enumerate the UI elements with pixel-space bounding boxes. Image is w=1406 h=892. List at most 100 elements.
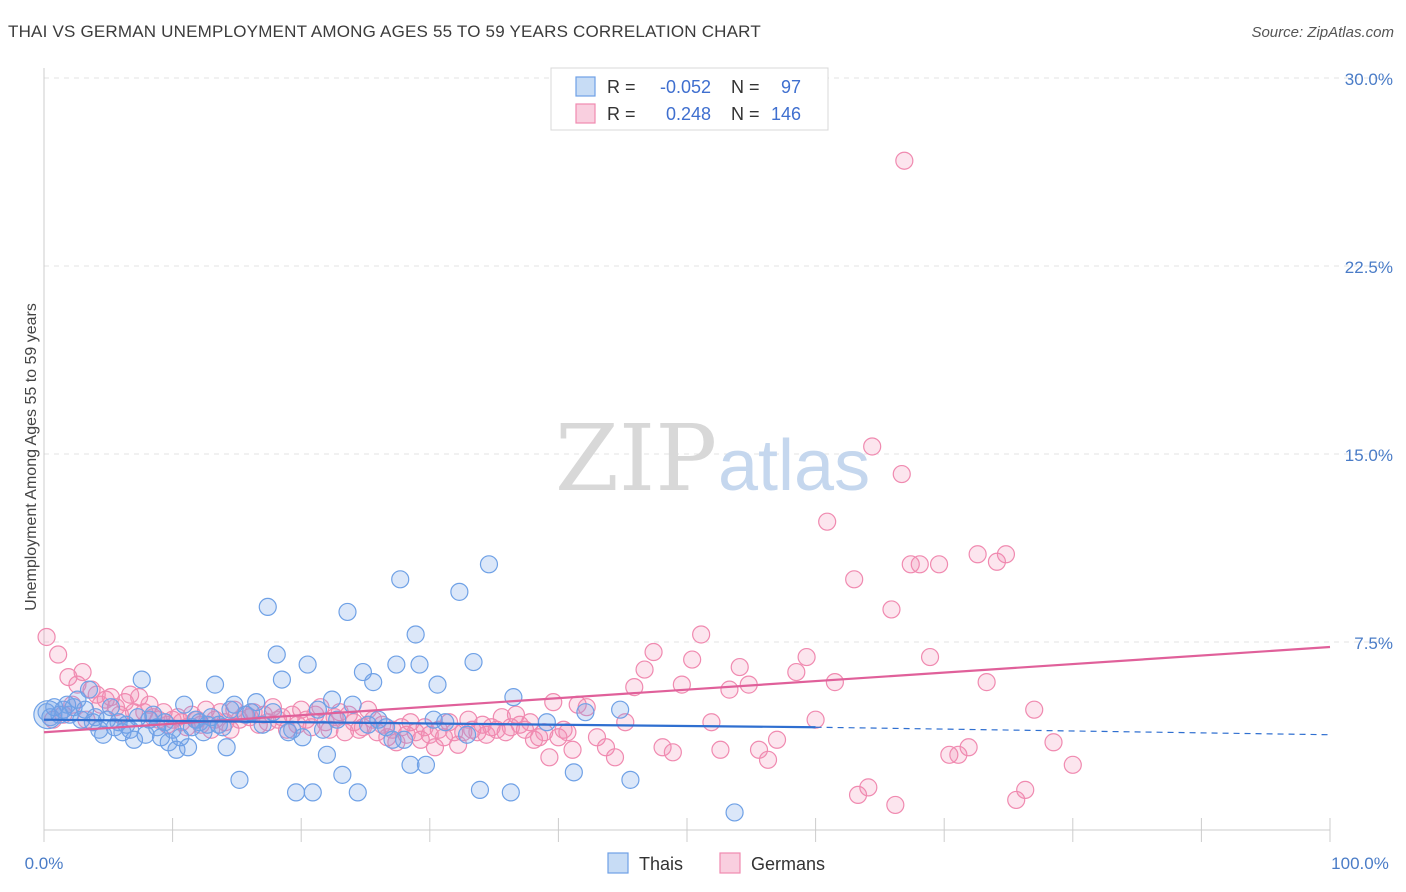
germans-point — [558, 723, 577, 742]
thais-point — [464, 652, 483, 672]
thais-point — [68, 690, 87, 709]
legend-r-label-germans: R = — [607, 104, 636, 124]
germans-point — [787, 662, 806, 682]
y-tick-labels: 7.5% 15.0% 22.5% 30.0% — [1345, 70, 1393, 653]
germans-point — [663, 743, 682, 762]
watermark-zip: ZIP — [555, 405, 717, 512]
watermark-atlas: atlas — [718, 426, 870, 506]
thais-point — [124, 730, 144, 749]
thais-point — [313, 720, 333, 739]
germans-point — [439, 713, 459, 732]
germans-point — [692, 625, 711, 644]
germans-point — [720, 680, 739, 699]
germans-point — [895, 151, 914, 170]
thais-point — [621, 770, 640, 789]
germans-point — [825, 673, 844, 692]
legend-box: R = -0.052 N = 97 R = 0.248 N = 146 — [550, 67, 829, 131]
thais-point — [317, 745, 337, 764]
thais-point — [504, 688, 523, 707]
thais-point — [338, 602, 357, 622]
thais-point — [303, 783, 322, 802]
germans-point — [73, 662, 92, 682]
germans-point — [653, 738, 672, 757]
germans-point — [845, 570, 864, 589]
germans-point — [1016, 780, 1035, 799]
thais-point — [298, 655, 317, 674]
thais-point — [286, 783, 306, 802]
germans-point — [425, 738, 445, 757]
germans-point — [530, 728, 549, 747]
bottom-legend-label-thais: Thais — [639, 854, 683, 874]
germans-point — [730, 657, 749, 677]
germans-point — [910, 555, 929, 574]
legend-n-value-thais: 97 — [781, 77, 801, 97]
thais-point — [171, 728, 190, 747]
bottom-legend-swatch-thais — [607, 852, 629, 874]
germans-point — [587, 728, 607, 747]
germans-point — [506, 705, 526, 724]
thais-point — [205, 675, 225, 694]
thais-point — [416, 755, 436, 774]
thais-point — [258, 597, 277, 617]
thais-point — [333, 765, 352, 784]
thais-point — [406, 625, 425, 644]
thais-point — [537, 713, 556, 732]
germans-point — [1025, 700, 1044, 719]
germans-point — [886, 795, 905, 815]
thais-point — [387, 655, 406, 674]
thais-point — [410, 655, 429, 674]
germans-point — [605, 748, 625, 767]
thais-trend-line — [43, 718, 816, 729]
legend-n-label-thais: N = — [731, 77, 760, 97]
thais-point — [83, 713, 102, 732]
thais-point — [225, 695, 244, 714]
thais-point — [322, 690, 342, 709]
legend-n-label-germans: N = — [731, 104, 760, 124]
germans-point — [920, 647, 940, 667]
germans-point — [968, 545, 987, 564]
thais-trend-extension — [815, 726, 1331, 736]
germans-point — [806, 710, 825, 729]
germans-point — [797, 647, 816, 667]
trend-lines — [43, 645, 1331, 736]
germans-point — [959, 738, 978, 757]
y-tick-label: 7.5% — [1354, 634, 1393, 653]
thais-point — [576, 703, 595, 722]
thais-point — [213, 718, 232, 737]
germans-point — [463, 720, 482, 739]
germans-point — [818, 512, 837, 531]
thais-point — [358, 715, 378, 734]
y-tick-label: 15.0% — [1345, 446, 1393, 465]
x-tick-label-min: 0.0% — [25, 854, 64, 873]
germans-point — [563, 740, 582, 759]
thais-point — [343, 695, 362, 714]
germans-point — [949, 745, 968, 764]
legend-swatch-thais — [575, 76, 596, 97]
thais-point — [564, 763, 583, 782]
legend-r-value-thais: -0.052 — [660, 77, 711, 97]
thais-point — [364, 673, 383, 692]
germans-point — [492, 708, 511, 727]
thais-point — [175, 695, 194, 714]
germans-point — [101, 688, 120, 707]
germans-trend-line — [43, 645, 1331, 734]
germans-point — [929, 555, 949, 574]
germans-point — [758, 750, 778, 769]
thais-point — [247, 693, 266, 712]
germans-point — [524, 730, 544, 749]
germans-point — [1063, 755, 1082, 774]
y-tick-label: 30.0% — [1345, 70, 1393, 89]
x-tick-label-max: 100.0% — [1331, 854, 1389, 873]
germans-point — [996, 545, 1016, 564]
thais-point — [79, 680, 99, 699]
germans-point — [749, 740, 769, 759]
thais-point — [253, 715, 272, 734]
germans-point — [863, 437, 882, 456]
thais-point — [272, 670, 292, 689]
thais-point — [428, 675, 447, 694]
thais-point — [401, 755, 420, 774]
thais-point — [155, 713, 174, 732]
germans-point — [596, 738, 616, 757]
bottom-legend: Thais Germans — [607, 852, 825, 874]
chart-title: THAI VS GERMAN UNEMPLOYMENT AMONG AGES 5… — [8, 22, 761, 41]
